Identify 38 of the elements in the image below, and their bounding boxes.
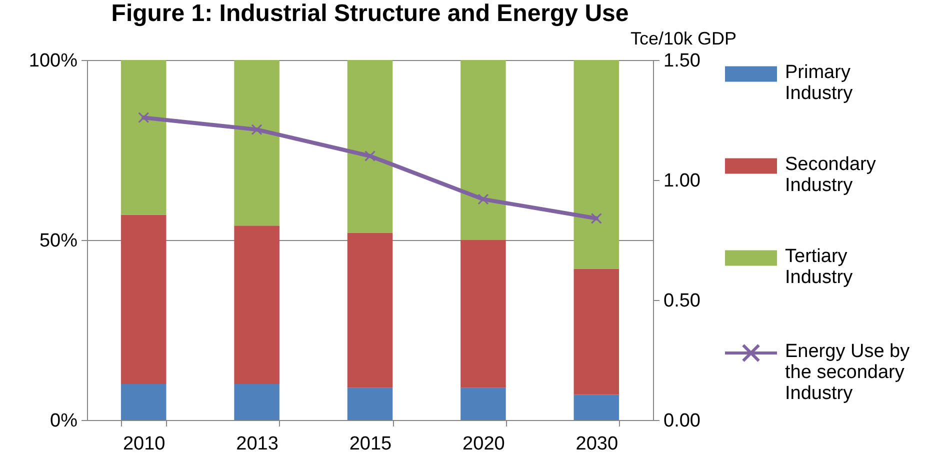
bar: [460, 60, 506, 240]
point: [138, 112, 150, 124]
chart-title: Figure 1: Industrial Structure and Energy Use: [111, 0, 629, 27]
x-tick-label: 2015: [349, 434, 392, 454]
y2-tick-label: 1.50: [664, 50, 700, 72]
x-tick-label: 2020: [462, 434, 505, 454]
y-tick-label: 50%: [39, 230, 78, 252]
point: [364, 150, 376, 162]
y-tick-label: 100%: [28, 50, 78, 72]
bar: [574, 60, 620, 269]
x-tick-label: 2030: [576, 434, 618, 454]
x-tick-label: 2010: [122, 434, 166, 454]
point: [478, 194, 489, 205]
y2-tick-label: 0.00: [664, 410, 700, 432]
bar: [347, 388, 393, 420]
point: [590, 212, 602, 224]
y2-axis-title: Tce/10k GDP: [630, 28, 737, 48]
y-tick-label: 0%: [50, 410, 78, 432]
bar: [574, 268, 620, 395]
y2-tick-label: 1.00: [664, 170, 700, 192]
bar: [347, 232, 393, 388]
bar: [234, 226, 280, 384]
bar: [234, 60, 280, 226]
bar: [460, 388, 506, 420]
bar: [234, 384, 280, 420]
x-tick-label: 2013: [236, 434, 278, 454]
bar: [574, 394, 620, 420]
bar: [120, 384, 166, 420]
legend-label: Secondary Industry: [785, 154, 876, 196]
legend-label: Tertiary Industry: [785, 246, 854, 288]
legend-label: Primary Industry: [785, 62, 854, 104]
bar: [347, 60, 393, 233]
point: [251, 124, 262, 136]
bar: [460, 240, 506, 388]
bar: [120, 214, 166, 384]
legend-label: Energy Use by the secondary Industry: [785, 341, 910, 404]
bar: [120, 60, 166, 215]
y2-tick-label: 0.50: [664, 290, 700, 312]
